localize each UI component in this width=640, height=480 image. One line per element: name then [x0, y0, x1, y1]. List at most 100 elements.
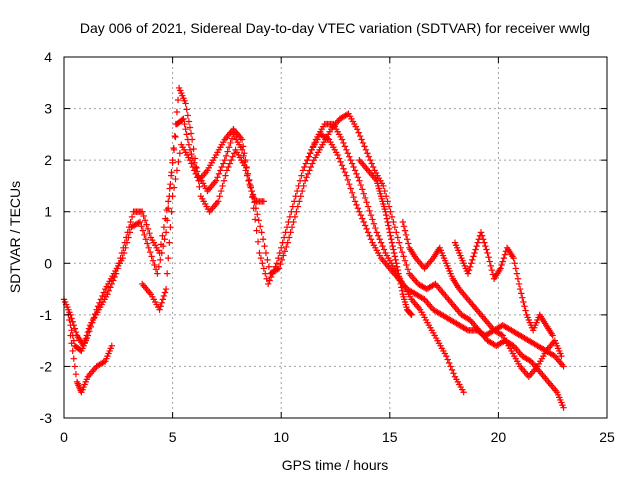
data-point — [260, 198, 268, 205]
data-point-interp — [172, 133, 179, 141]
data-point-interp — [363, 225, 370, 233]
data-point-interp — [388, 239, 396, 246]
data-point-interp — [291, 213, 299, 221]
data-point-interp — [300, 182, 307, 190]
data-point-interp — [222, 172, 229, 179]
data-point — [264, 280, 272, 288]
data-point — [136, 218, 144, 226]
data-point-interp — [283, 243, 290, 251]
data-point — [360, 218, 367, 226]
data-point — [245, 177, 252, 184]
data-point-interp — [351, 167, 359, 174]
data-point-interp — [242, 156, 249, 164]
data-point-interp — [390, 246, 397, 253]
data-point-interp — [311, 139, 318, 147]
data-point-interp — [87, 323, 94, 331]
data-point-interp — [276, 249, 283, 257]
chart-title: Day 006 of 2021, Sidereal Day-to-day VTE… — [80, 20, 590, 36]
data-point — [284, 239, 291, 246]
data-point-interp — [340, 165, 347, 172]
data-point-interp — [466, 263, 474, 270]
data-point — [119, 254, 126, 262]
data-point-interp — [363, 199, 370, 206]
data-point-interp — [267, 273, 275, 281]
data-point-interp — [254, 238, 262, 245]
data-point-interp — [165, 205, 172, 212]
data-point-interp — [183, 131, 190, 138]
data-point — [362, 146, 370, 154]
data-point-interp — [479, 236, 487, 243]
data-point — [354, 126, 361, 133]
data-point-interp — [278, 244, 285, 252]
series-track-c — [67, 332, 115, 396]
data-point-interp — [288, 223, 296, 231]
data-point-interp — [181, 120, 188, 128]
data-point-interp — [157, 256, 164, 264]
data-point-interp — [187, 130, 195, 137]
data-point-interp — [359, 139, 367, 147]
data-point-interp — [398, 248, 406, 256]
data-point-interp — [344, 176, 352, 184]
data-point-interp — [107, 284, 114, 291]
data-point-interp — [294, 203, 302, 210]
series-track-a — [60, 115, 567, 370]
data-point-interp — [149, 257, 157, 264]
axis-ticks — [63, 56, 608, 419]
data-point-interp — [481, 239, 488, 246]
data-point-interp — [309, 160, 316, 167]
data-point-interp — [296, 198, 303, 205]
data-point — [169, 193, 176, 200]
data-point — [182, 100, 189, 107]
data-point-interp — [384, 218, 391, 226]
data-point-interp — [501, 251, 509, 258]
data-point-interp — [86, 327, 93, 335]
data-point — [186, 156, 194, 164]
data-point-interp — [520, 298, 527, 306]
data-point-interp — [393, 260, 400, 267]
data-point-interp — [159, 232, 166, 239]
data-point-interp — [174, 96, 182, 104]
data-point-interp — [444, 356, 451, 363]
data-point-interp — [185, 141, 193, 148]
data-point — [484, 249, 491, 257]
data-point-interp — [191, 167, 198, 174]
data-point-interp — [141, 217, 149, 224]
data-point-interp — [251, 216, 259, 223]
data-point-interp — [190, 145, 197, 153]
data-point-interp — [486, 258, 493, 265]
data-point-interp — [364, 229, 372, 236]
data-point-interp — [367, 236, 375, 243]
data-point-interp — [68, 327, 75, 334]
y-axis-label: SDTVAR / TECUs — [7, 181, 23, 293]
data-point-interp — [448, 366, 456, 374]
data-point-interp — [161, 289, 169, 296]
data-point-interp — [96, 299, 103, 307]
data-point-interp — [252, 205, 260, 212]
x-tick-labels: 0 5 10 15 20 25 — [60, 429, 615, 445]
data-point-interp — [472, 246, 479, 253]
y-tick-label: 4 — [44, 49, 52, 65]
data-point — [165, 198, 172, 205]
data-point — [364, 203, 372, 210]
data-point-interp — [94, 303, 102, 310]
data-point — [549, 332, 556, 339]
x-tick-label: 20 — [491, 429, 507, 445]
data-point-interp — [144, 225, 152, 233]
data-point — [373, 229, 380, 236]
data-point-interp — [354, 205, 362, 212]
data-point-interp — [375, 232, 382, 239]
data-point — [347, 156, 354, 164]
data-point-interp — [105, 287, 113, 294]
data-point-interp — [141, 231, 148, 239]
data-point-interp — [341, 143, 349, 150]
data-point-interp — [346, 181, 353, 188]
data-point-interp — [246, 181, 253, 188]
data-point-interp — [383, 215, 391, 222]
data-point-interp — [186, 124, 194, 131]
data-point-interp — [97, 296, 105, 303]
data-point — [84, 332, 92, 339]
data-point-interp — [216, 193, 223, 200]
data-point — [215, 198, 222, 205]
data-point — [388, 213, 396, 221]
